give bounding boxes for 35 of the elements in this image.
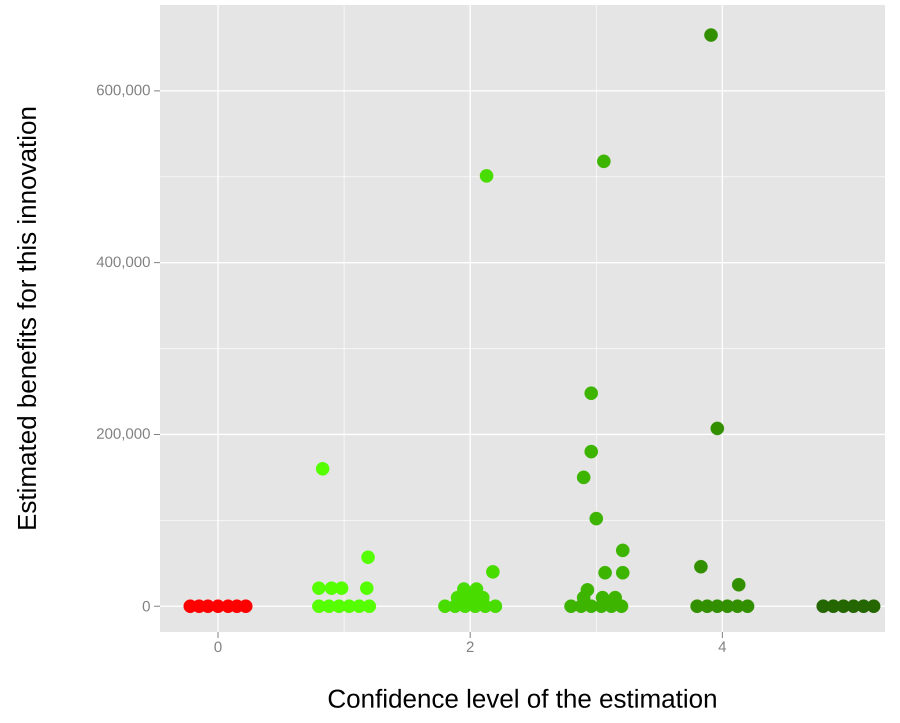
point <box>480 169 494 183</box>
point <box>710 422 724 436</box>
point <box>580 583 594 597</box>
x-axis-title: Confidence level of the estimation <box>328 688 716 708</box>
y-tick-label: 200,000 <box>97 428 150 441</box>
y-axis-title: Estimated benefits for this innovation <box>17 108 36 529</box>
x-tick-label: 0 <box>214 642 222 652</box>
point <box>589 512 604 526</box>
point <box>361 550 375 564</box>
point <box>598 566 612 580</box>
point <box>334 581 348 595</box>
point <box>616 566 630 580</box>
point <box>488 599 502 614</box>
point <box>616 544 630 558</box>
point <box>312 581 326 595</box>
point <box>470 582 484 596</box>
y-tick-label: 600,000 <box>97 84 150 98</box>
point <box>486 565 500 579</box>
x-tick-label: 2 <box>466 642 474 652</box>
point <box>740 599 754 614</box>
point <box>597 154 611 168</box>
point <box>362 599 376 614</box>
point <box>360 581 374 595</box>
y-tick-label: 400,000 <box>96 256 150 269</box>
point <box>866 599 880 614</box>
point <box>704 28 718 42</box>
x-tick-label: 4 <box>718 642 726 652</box>
point <box>576 470 590 484</box>
point <box>316 462 330 476</box>
point <box>694 560 708 574</box>
point <box>584 386 598 400</box>
point <box>584 444 598 458</box>
y-tick-label: 0 <box>142 600 150 612</box>
point <box>457 582 471 596</box>
point <box>732 578 746 592</box>
